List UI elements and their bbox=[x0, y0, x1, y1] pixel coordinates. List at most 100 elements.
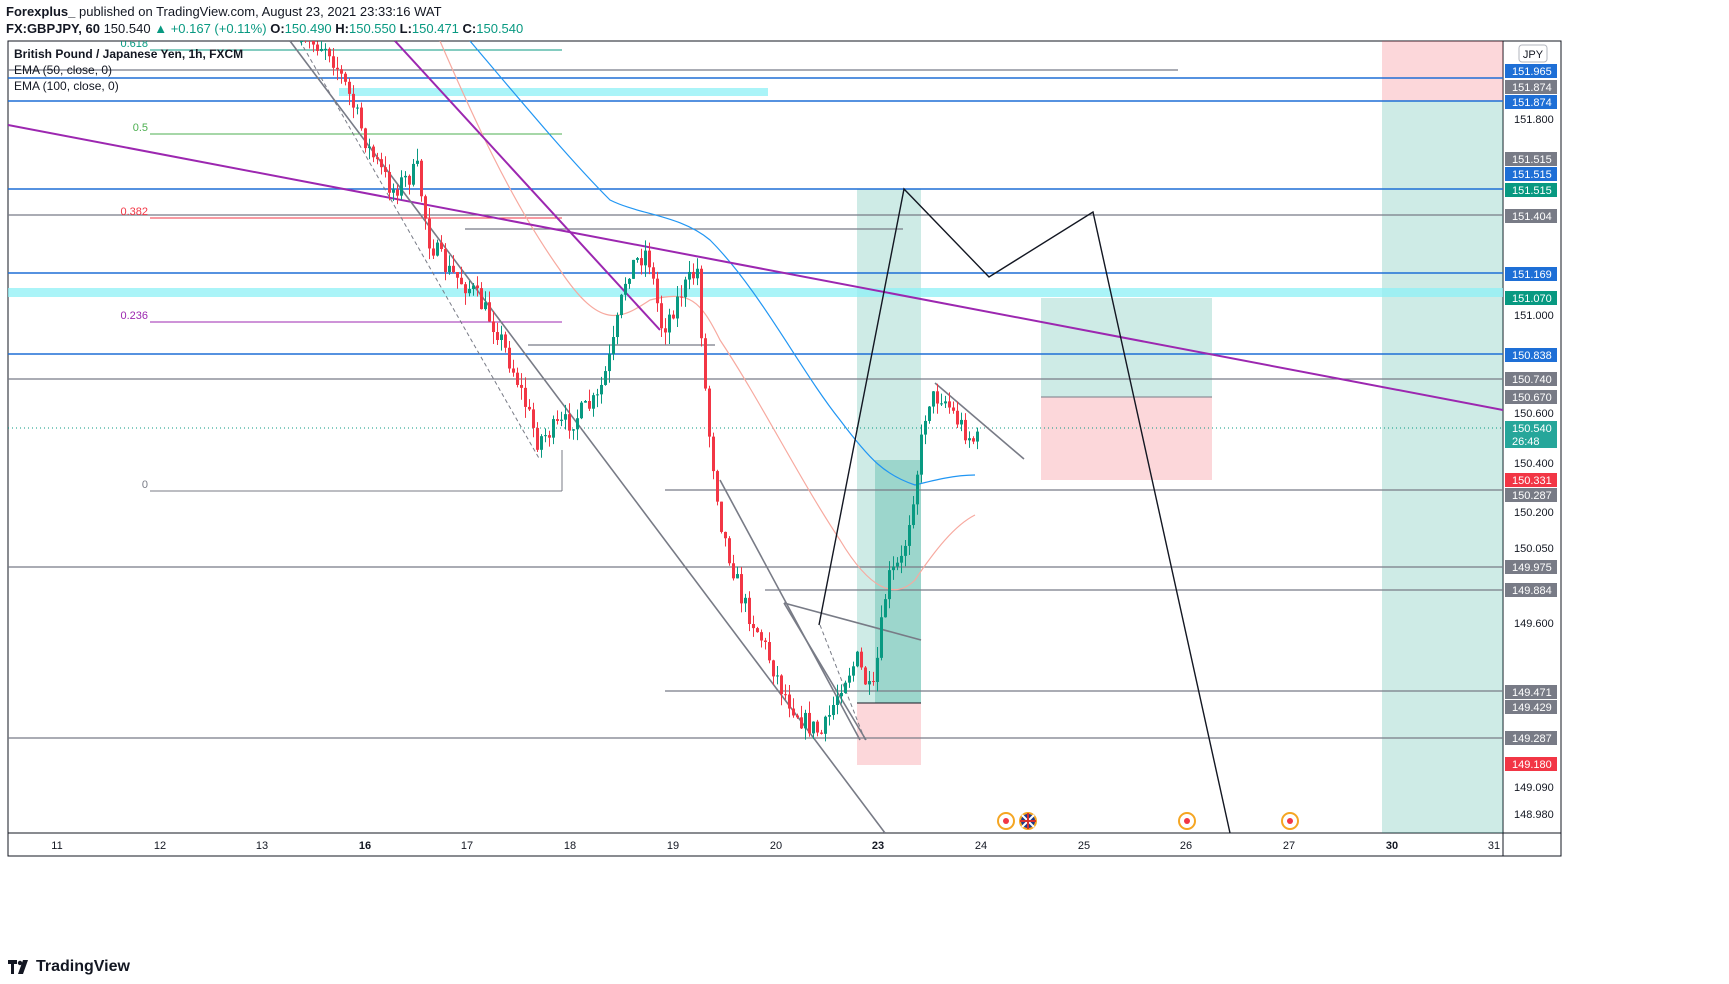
legend-item: EMA (100, close, 0) bbox=[14, 79, 119, 93]
candle bbox=[772, 659, 775, 685]
candle bbox=[444, 243, 447, 281]
price-label-text: 149.429 bbox=[1512, 702, 1552, 714]
price-label: 151.515 bbox=[1505, 152, 1557, 166]
candle bbox=[764, 637, 767, 650]
price-label-text: 151.169 bbox=[1512, 269, 1552, 281]
candle bbox=[748, 591, 751, 632]
price-label: 149.287 bbox=[1505, 731, 1557, 745]
candle-body bbox=[848, 675, 851, 683]
candle-body bbox=[492, 321, 495, 333]
candle-body bbox=[428, 218, 431, 249]
candle bbox=[940, 393, 943, 407]
price-label-bg bbox=[1505, 560, 1557, 574]
candle-body bbox=[460, 277, 463, 285]
candle-body bbox=[408, 175, 411, 185]
candle bbox=[684, 276, 687, 307]
candle-body bbox=[372, 146, 375, 158]
candle bbox=[656, 271, 659, 312]
candle-body bbox=[712, 436, 715, 472]
candle-body bbox=[384, 167, 387, 172]
candle bbox=[624, 277, 627, 301]
candle-body bbox=[564, 414, 567, 420]
price-label: 151.404 bbox=[1505, 209, 1557, 223]
candle-body bbox=[352, 93, 355, 108]
x-tick-label: 17 bbox=[461, 840, 473, 852]
candle-body bbox=[612, 337, 615, 355]
candle-body bbox=[484, 302, 487, 310]
x-tick-label: 23 bbox=[872, 840, 884, 852]
price-label: 149.975 bbox=[1505, 560, 1557, 574]
candle-body bbox=[920, 434, 923, 475]
x-tick-label: 27 bbox=[1283, 840, 1295, 852]
price-label: 149.884 bbox=[1505, 583, 1557, 597]
candle bbox=[332, 48, 335, 76]
candle bbox=[312, 41, 315, 53]
candle bbox=[956, 401, 959, 429]
candle-body bbox=[316, 44, 319, 51]
candle-body bbox=[844, 682, 847, 693]
candle-body bbox=[320, 48, 323, 51]
price-label: 151.874 bbox=[1505, 80, 1557, 94]
x-tick-label: 31 bbox=[1488, 840, 1500, 852]
candle-body bbox=[728, 538, 731, 564]
candle bbox=[904, 539, 907, 567]
chart-frame bbox=[7, 40, 1562, 857]
trendline-dashed bbox=[299, 41, 541, 461]
candles bbox=[300, 41, 979, 742]
candle bbox=[860, 647, 863, 670]
candle bbox=[376, 152, 379, 165]
candle bbox=[820, 729, 823, 735]
candle bbox=[484, 291, 487, 311]
y-tick-label: 150.400 bbox=[1514, 458, 1554, 470]
x-tick-label: 24 bbox=[975, 840, 987, 852]
plot-area: 0.618 0.5 0.382 0.236 0 bbox=[8, 41, 1503, 833]
candle-body bbox=[804, 712, 807, 729]
candle bbox=[852, 661, 855, 682]
candle bbox=[732, 554, 735, 581]
candle bbox=[832, 696, 835, 720]
price-label: 151.070 bbox=[1505, 291, 1557, 305]
candle bbox=[392, 183, 395, 202]
price-label-bg bbox=[1505, 64, 1557, 78]
candle-body bbox=[452, 265, 455, 273]
candle-body bbox=[832, 704, 835, 716]
candle-body bbox=[620, 294, 623, 316]
candle bbox=[636, 257, 639, 263]
candle bbox=[696, 258, 699, 286]
price-label-text: 150.670 bbox=[1512, 392, 1552, 404]
candle-body bbox=[392, 189, 395, 193]
price-label-bg bbox=[1505, 685, 1557, 699]
price-label-bg bbox=[1505, 80, 1557, 94]
candle-body bbox=[784, 694, 787, 696]
candle bbox=[664, 318, 667, 345]
price-label: 149.471 bbox=[1505, 685, 1557, 699]
y-tick-label: 151.800 bbox=[1514, 114, 1554, 126]
candle bbox=[420, 158, 423, 202]
candle bbox=[756, 626, 759, 633]
price-label: 150.740 bbox=[1505, 372, 1557, 386]
candle bbox=[328, 47, 331, 63]
y-tick-label: 149.600 bbox=[1514, 618, 1554, 630]
trendline-channel bbox=[289, 41, 886, 833]
candle-body bbox=[892, 566, 895, 571]
candle-body bbox=[516, 372, 519, 385]
candle-body bbox=[760, 632, 763, 641]
up-arrow-icon: ▲ bbox=[154, 21, 168, 36]
candle bbox=[316, 41, 319, 56]
candle bbox=[828, 705, 831, 726]
trendline-steep-purple bbox=[394, 41, 661, 331]
candle-body bbox=[480, 288, 483, 310]
candle bbox=[640, 248, 643, 275]
candle bbox=[476, 276, 479, 297]
candle bbox=[908, 515, 911, 556]
y-tick-label: 150.600 bbox=[1514, 408, 1554, 420]
brand-name: TradingView bbox=[36, 958, 130, 975]
symbol: FX:GBPJPY, 60 bbox=[6, 21, 100, 36]
candle-body bbox=[696, 268, 699, 279]
candle-body bbox=[652, 267, 655, 279]
candle-body bbox=[836, 696, 839, 705]
candle bbox=[472, 282, 475, 296]
cyan-zone-upper bbox=[339, 88, 768, 96]
price-label-text: 151.874 bbox=[1512, 97, 1552, 109]
